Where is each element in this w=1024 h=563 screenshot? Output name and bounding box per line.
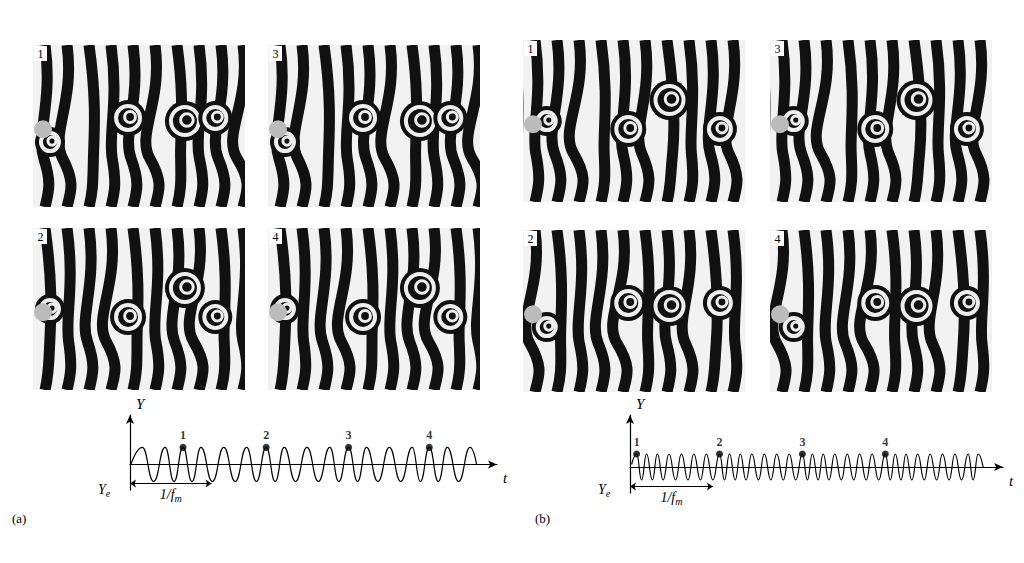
- svg-text:Y: Y: [598, 481, 606, 497]
- svg-text:e: e: [606, 488, 611, 499]
- svg-text:1: 1: [634, 435, 640, 449]
- svg-text:2: 2: [38, 230, 44, 244]
- svg-text:t: t: [1009, 473, 1014, 489]
- svg-text:e: e: [106, 488, 111, 499]
- svg-text:1/f: 1/f: [660, 490, 676, 505]
- svg-text:Y: Y: [636, 396, 646, 412]
- svg-text:3: 3: [273, 47, 279, 61]
- svg-text:1: 1: [38, 47, 44, 61]
- svg-text:2: 2: [263, 428, 269, 442]
- svg-text:1/f: 1/f: [159, 487, 175, 503]
- svg-text:4: 4: [882, 435, 888, 449]
- svg-text:2: 2: [528, 232, 534, 246]
- svg-text:2: 2: [717, 435, 723, 449]
- svg-text:Y: Y: [136, 396, 146, 412]
- svg-text:(b): (b): [535, 511, 550, 526]
- svg-text:3: 3: [346, 428, 352, 442]
- svg-text:Y: Y: [98, 481, 106, 497]
- svg-text:1: 1: [528, 42, 534, 56]
- svg-text:4: 4: [775, 232, 781, 246]
- svg-text:1: 1: [180, 428, 186, 442]
- svg-text:m: m: [175, 493, 182, 504]
- svg-text:4: 4: [426, 428, 432, 442]
- svg-text:m: m: [675, 496, 682, 507]
- svg-text:t: t: [503, 470, 508, 486]
- svg-text:3: 3: [799, 435, 805, 449]
- svg-text:4: 4: [273, 230, 279, 244]
- svg-text:(a): (a): [12, 511, 26, 526]
- svg-text:3: 3: [775, 42, 781, 56]
